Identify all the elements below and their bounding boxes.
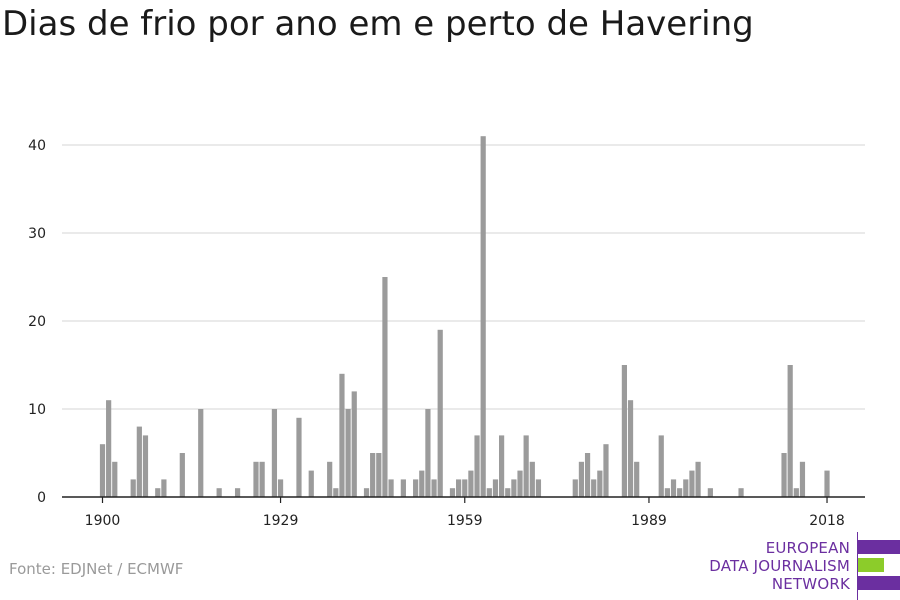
x-tick-label: 1900 [85,513,121,529]
bar [480,136,486,497]
bar [198,409,204,497]
bar [259,461,265,497]
x-tick-label: 1959 [447,513,483,529]
chart-title: Dias de frio por ano em e perto de Haver… [2,4,754,44]
bar [363,488,370,497]
bar [468,470,474,497]
logo-line-3: NETWORK [771,575,850,593]
logo-bar-top [858,540,900,554]
y-tick-label: 40 [28,138,46,154]
bar [578,461,585,497]
bar [799,461,806,497]
bar [707,488,713,497]
bar [271,409,278,497]
bar [584,453,591,497]
bar [253,461,259,497]
bar [597,470,603,497]
bar [112,461,118,497]
bar [449,488,456,497]
bar [689,470,695,497]
bar [234,488,241,497]
x-tick-label: 1929 [263,513,299,529]
bar [376,453,382,497]
bar [179,453,185,497]
bar [486,488,492,497]
y-tick-label: 0 [37,490,46,506]
bar [824,470,830,497]
logo-bar-middle [858,558,884,572]
y-tick-label: 20 [28,314,46,330]
bar [677,488,683,497]
x-tick-label: 1989 [631,513,667,529]
bar [277,479,284,497]
logo-line-2: DATA JOURNALISM [709,557,850,575]
bar [781,453,787,497]
bar [505,488,511,497]
bar [413,479,419,497]
bar [517,470,523,497]
bar [382,277,388,497]
y-tick-label: 10 [28,402,46,418]
bar [155,488,161,497]
bar [738,488,744,497]
bar [634,461,640,497]
bar [664,488,670,497]
bar [670,479,677,497]
bar [106,400,112,497]
bar [142,435,149,497]
bar [683,479,689,497]
bar [603,444,609,497]
bar [499,435,505,497]
bar [523,435,529,497]
bar [388,479,394,497]
bar [437,329,443,497]
logo-bar-bottom [858,576,900,590]
bar [419,470,425,497]
bar [370,453,376,497]
bar [591,479,597,497]
logo-line-1: EUROPEAN [765,539,850,557]
bar [130,479,136,497]
bar [627,400,634,497]
source-note: Fonte: EDJNet / ECMWF [9,560,184,578]
x-tick-label: 2018 [809,513,845,529]
bar [136,426,142,497]
bar [787,365,793,497]
bar [308,470,314,497]
bar [339,373,345,497]
bar [474,435,480,497]
edjnet-logo[interactable]: EUROPEAN DATA JOURNALISM NETWORK [700,532,900,600]
bar [621,365,627,497]
bar [345,409,351,497]
bar [511,479,517,497]
bar [99,444,106,497]
bar [658,435,664,497]
bar [462,479,468,497]
bar [529,461,535,497]
bar [492,479,499,497]
logo-divider [857,532,858,600]
bar [572,479,578,497]
bar [793,488,799,497]
bar [535,479,542,497]
bar [216,488,222,497]
y-tick-label: 30 [28,226,46,242]
bar [431,479,437,497]
bar [695,461,701,497]
bar [333,488,339,497]
bar [456,479,462,497]
bar [327,461,333,497]
bar [351,391,357,497]
bar [400,479,406,497]
bar [161,479,167,497]
bar [425,409,431,497]
bar [296,417,302,497]
